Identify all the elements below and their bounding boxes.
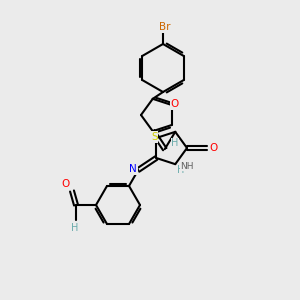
Text: O: O (171, 99, 179, 109)
Text: NH: NH (181, 162, 194, 171)
Text: O: O (210, 143, 218, 153)
Text: Br: Br (159, 22, 171, 32)
Text: N: N (129, 164, 137, 174)
Text: H: H (71, 223, 79, 233)
Text: S: S (151, 132, 158, 142)
Text: H: H (171, 138, 178, 148)
Text: H: H (177, 165, 184, 175)
Text: O: O (61, 179, 69, 189)
